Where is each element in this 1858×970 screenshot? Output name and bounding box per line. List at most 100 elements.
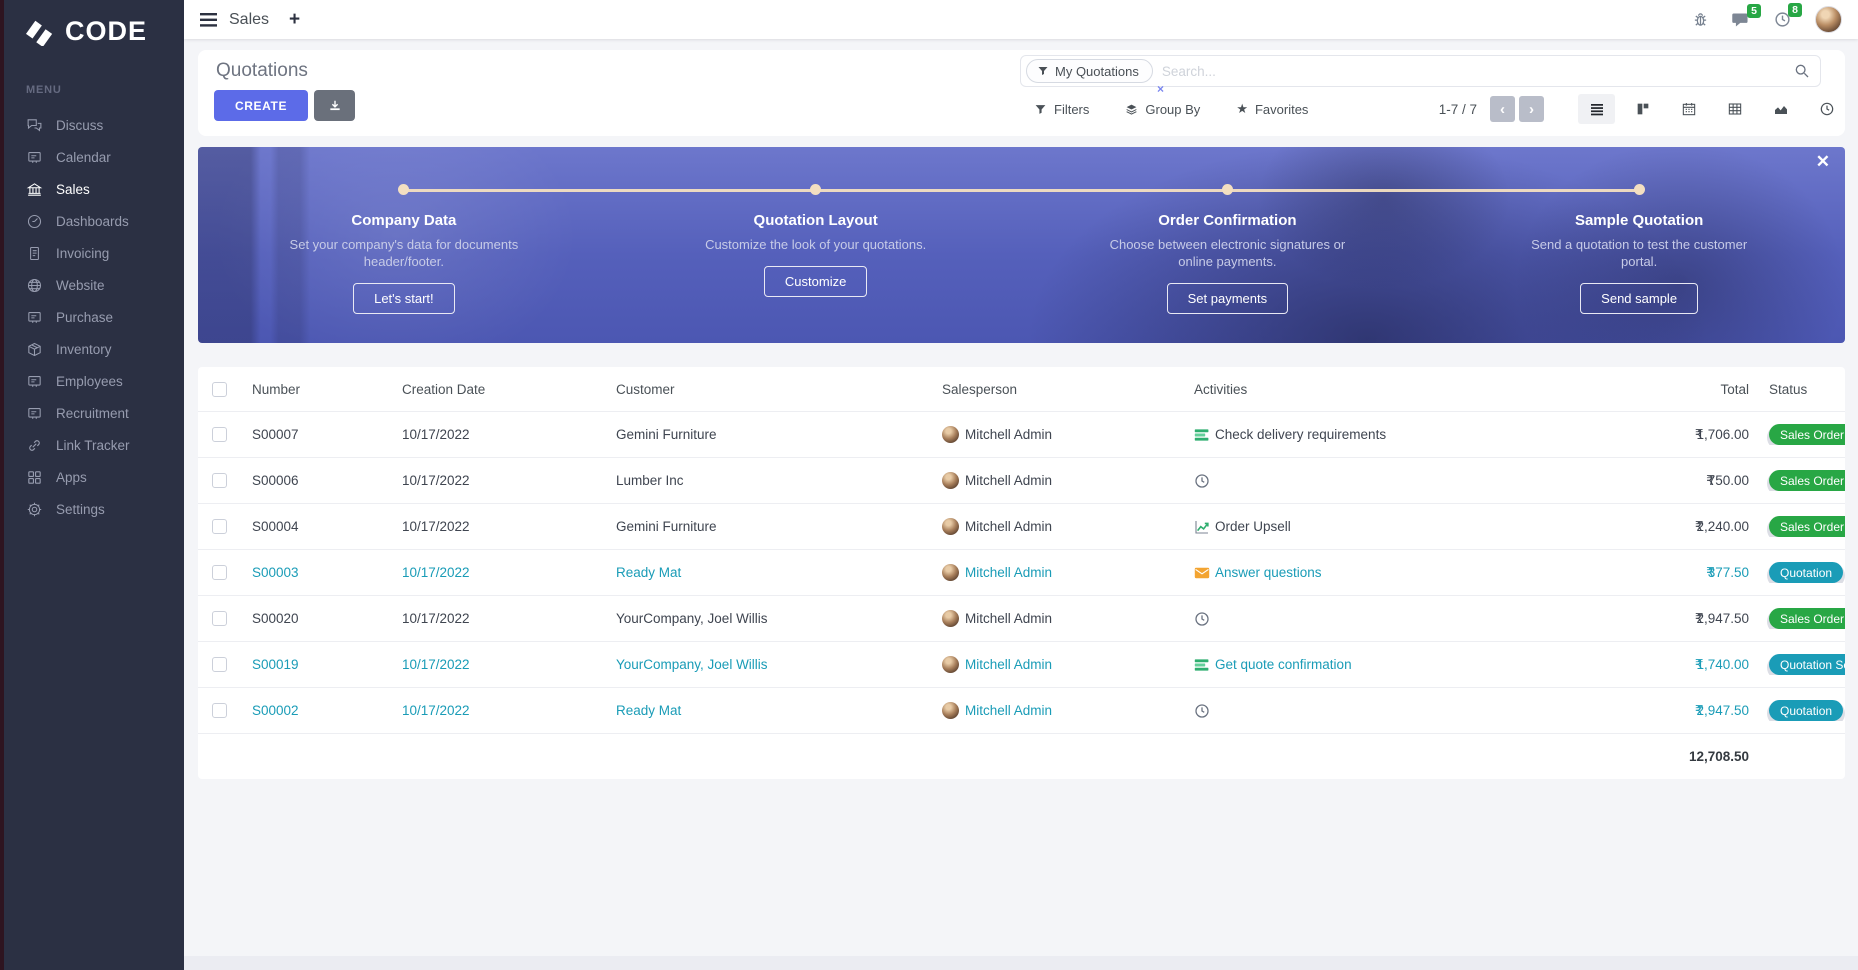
view-calendar-button[interactable] bbox=[1670, 94, 1707, 124]
pager-next-button[interactable]: › bbox=[1519, 96, 1544, 122]
create-button[interactable]: CREATE bbox=[214, 90, 309, 121]
grid-icon bbox=[26, 469, 43, 486]
banner-close-icon[interactable]: ✕ bbox=[1815, 152, 1830, 171]
currency-symbol: ₹ bbox=[1694, 518, 1704, 534]
salesperson-avatar bbox=[942, 610, 959, 627]
step-action-button[interactable]: Send sample bbox=[1580, 283, 1699, 315]
salesperson-avatar bbox=[942, 472, 959, 489]
view-list-button[interactable] bbox=[1578, 94, 1615, 124]
table-row[interactable]: S00006 10/17/2022 Lumber Inc Mitchell Admin… bbox=[198, 457, 1845, 503]
sidebar-item-purchase[interactable]: Purchase bbox=[4, 301, 184, 333]
cell-number: S00004 bbox=[252, 519, 299, 534]
step-description: Choose between electronic signatures or … bbox=[1109, 237, 1346, 270]
view-pivot-button[interactable] bbox=[1716, 94, 1753, 124]
sidebar-item-apps[interactable]: Apps bbox=[4, 461, 184, 493]
sidebar-item-calendar[interactable]: Calendar bbox=[4, 141, 184, 173]
cell-activities[interactable]: Get quote confirmation bbox=[1184, 657, 1534, 673]
step-dot-icon bbox=[810, 184, 822, 195]
column-header-number[interactable]: Number bbox=[252, 381, 301, 397]
sidebar-item-discuss[interactable]: Discuss bbox=[4, 109, 184, 141]
messages-icon[interactable]: 5 bbox=[1732, 3, 1761, 28]
sidebar-item-link-tracker[interactable]: Link Tracker bbox=[4, 429, 184, 461]
cell-customer: Gemini Furniture bbox=[616, 427, 717, 442]
column-header-activities[interactable]: Activities bbox=[1194, 381, 1248, 397]
sidebar-item-dashboards[interactable]: Dashboards bbox=[4, 205, 184, 237]
row-checkbox[interactable] bbox=[212, 427, 227, 442]
step-action-button[interactable]: Set payments bbox=[1166, 283, 1289, 315]
view-kanban-button[interactable] bbox=[1624, 94, 1661, 124]
sidebar-item-sales[interactable]: Sales bbox=[4, 173, 184, 205]
cell-number: S00007 bbox=[252, 427, 299, 442]
new-tab-plus-icon[interactable]: + bbox=[289, 9, 301, 30]
row-checkbox[interactable] bbox=[212, 611, 227, 626]
cell-number: S00006 bbox=[252, 473, 299, 488]
cell-number: S00019 bbox=[252, 657, 299, 672]
cell-total: ₹2,947.50 bbox=[1534, 611, 1749, 627]
favorites-button[interactable]: ★ Favorites bbox=[1236, 101, 1308, 117]
column-header-customer[interactable]: Customer bbox=[616, 381, 675, 397]
onboarding-step-3: Order Confirmation Choose between electro… bbox=[1022, 184, 1434, 315]
column-header-date[interactable]: Creation Date bbox=[402, 381, 486, 397]
column-header-salesperson[interactable]: Salesperson bbox=[942, 381, 1018, 397]
salesperson-name: Mitchell Admin bbox=[965, 427, 1053, 442]
cell-activities[interactable]: Check delivery requirements bbox=[1184, 427, 1534, 443]
step-action-button[interactable]: Customize bbox=[763, 266, 868, 298]
step-action-button[interactable]: Let's start! bbox=[353, 283, 455, 315]
table-row[interactable]: S00020 10/17/2022 YourCompany, Joel Willis… bbox=[198, 595, 1845, 641]
cell-activities[interactable] bbox=[1184, 473, 1534, 489]
filter-chip-my-quotations[interactable]: My Quotations bbox=[1026, 59, 1153, 83]
sidebar-item-inventory[interactable]: Inventory bbox=[4, 333, 184, 365]
row-checkbox[interactable] bbox=[212, 473, 227, 488]
sidebar-item-recruitment[interactable]: Recruitment bbox=[4, 397, 184, 429]
calendar-icon bbox=[1681, 101, 1697, 117]
cell-activities[interactable]: Order Upsell bbox=[1184, 519, 1534, 535]
column-header-total[interactable]: Total bbox=[1720, 381, 1749, 397]
cell-salesperson: Mitchell Admin bbox=[932, 702, 1184, 719]
row-checkbox[interactable] bbox=[212, 657, 227, 672]
app-logo[interactable]: CODE bbox=[4, 0, 184, 47]
cell-status: Quotation bbox=[1749, 700, 1845, 721]
hamburger-menu-icon[interactable] bbox=[200, 12, 217, 27]
row-checkbox[interactable] bbox=[212, 565, 227, 580]
table-row[interactable]: S00004 10/17/2022 Gemini Furniture Mitchell… bbox=[198, 503, 1845, 549]
onboarding-timeline bbox=[403, 189, 1640, 192]
total-amount: 1,740.00 bbox=[1696, 656, 1749, 672]
table-row[interactable]: S00019 10/17/2022 YourCompany, Joel Willis… bbox=[198, 641, 1845, 687]
cell-status: Sales Order bbox=[1749, 470, 1845, 491]
salesperson-avatar bbox=[942, 656, 959, 673]
filters-button[interactable]: Filters bbox=[1034, 102, 1089, 117]
currency-symbol: ₹ bbox=[1694, 610, 1704, 626]
table-row[interactable]: S00007 10/17/2022 Gemini Furniture Mitchell… bbox=[198, 411, 1845, 457]
remove-filter-x-icon[interactable]: × bbox=[1157, 82, 1165, 96]
app-title[interactable]: Sales bbox=[229, 10, 270, 28]
select-all-checkbox[interactable] bbox=[212, 381, 227, 397]
table-row[interactable]: S00003 10/17/2022 Ready Mat Mitchell Admin A… bbox=[198, 549, 1845, 595]
column-header-status[interactable]: Status bbox=[1769, 381, 1808, 397]
user-avatar[interactable] bbox=[1815, 6, 1842, 33]
menu-section-label: MENU bbox=[26, 84, 62, 96]
table-row[interactable]: S00002 10/17/2022 Ready Mat Mitchell Admin ₹… bbox=[198, 687, 1845, 733]
search-input[interactable] bbox=[1161, 63, 1794, 79]
messages-count-badge: 5 bbox=[1747, 3, 1761, 18]
row-checkbox[interactable] bbox=[212, 519, 227, 534]
export-button[interactable] bbox=[314, 90, 356, 121]
cell-activities[interactable]: Answer questions bbox=[1184, 565, 1534, 581]
sidebar-item-employees[interactable]: Employees bbox=[4, 365, 184, 397]
cell-activities[interactable] bbox=[1184, 703, 1534, 719]
debug-bug-icon[interactable] bbox=[1693, 12, 1708, 27]
sidebar-item-website[interactable]: Website bbox=[4, 269, 184, 301]
row-checkbox[interactable] bbox=[212, 703, 227, 718]
pager-previous-button[interactable]: ‹ bbox=[1490, 96, 1515, 122]
sidebar-item-settings[interactable]: Settings bbox=[4, 493, 184, 525]
view-graph-button[interactable] bbox=[1762, 94, 1799, 124]
cell-total: ₹1,706.00 bbox=[1534, 427, 1749, 443]
bottom-strip bbox=[184, 956, 1858, 970]
cell-activities[interactable] bbox=[1184, 611, 1534, 627]
search-icon[interactable] bbox=[1794, 63, 1810, 79]
sidebar-item-label: Apps bbox=[56, 469, 87, 485]
groupby-button[interactable]: Group By bbox=[1125, 102, 1200, 117]
activities-clock-icon[interactable]: 8 bbox=[1774, 3, 1802, 28]
view-activity-button[interactable] bbox=[1808, 94, 1845, 124]
sidebar-item-label: Calendar bbox=[56, 149, 111, 165]
sidebar-item-invoicing[interactable]: Invoicing bbox=[4, 237, 184, 269]
